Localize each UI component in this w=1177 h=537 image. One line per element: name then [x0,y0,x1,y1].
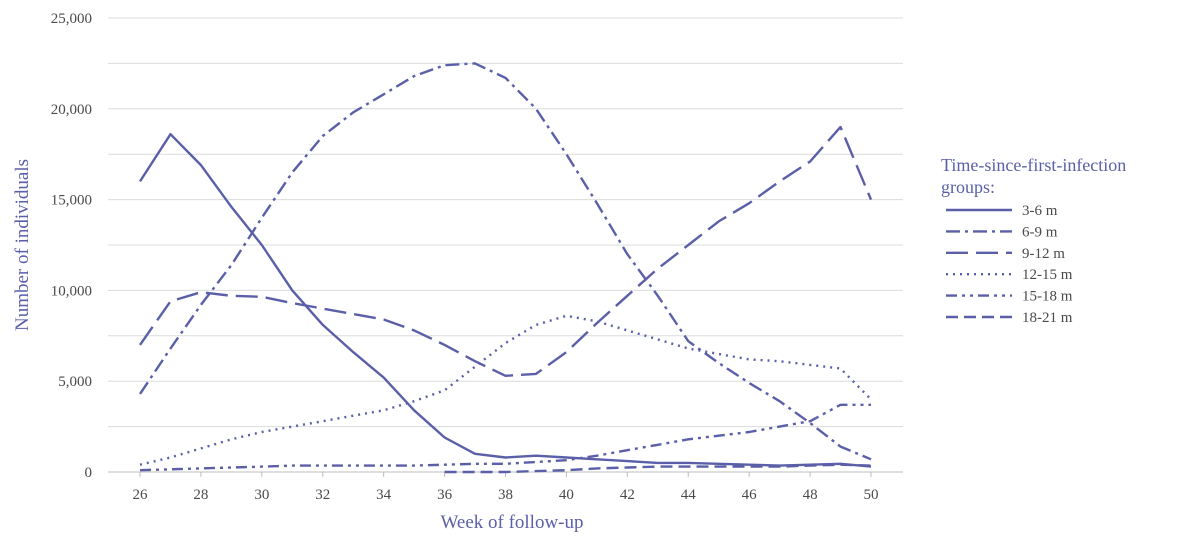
x-tick-label: 32 [315,487,330,503]
legend-title-line-1: Time-since-first-infection [941,155,1126,175]
x-tick-label: 42 [620,487,635,503]
x-tick-label: 40 [559,487,574,503]
y-tick-label: 0 [85,465,93,481]
x-tick-label: 44 [681,487,697,503]
y-tick-label: 25,000 [51,11,92,27]
legend-label: 3-6 m [1022,203,1058,219]
y-tick-label: 15,000 [51,193,92,209]
legend-title-line-2: groups: [941,177,995,197]
series-lines [138,62,873,474]
x-tick-label: 34 [376,487,392,503]
x-tick-label: 46 [742,487,758,503]
legend-label: 15-18 m [1022,289,1073,305]
x-axis-ticks: 26 28 30 32 34 36 38 40 42 44 46 48 50 [133,472,879,503]
x-tick-label: 48 [803,487,818,503]
series-line-12-15m [139,314,872,466]
grid [108,17,903,473]
y-axis-ticks: 0 5,000 10,000 15,000 20,000 25,000 [51,11,92,481]
x-tick-label: 28 [193,487,208,503]
legend-label: 18-21 m [1022,310,1073,326]
series-line-15-18m [139,403,871,472]
y-tick-label: 20,000 [51,102,92,118]
x-tick-label: 38 [498,487,513,503]
legend-label: 9-12 m [1022,246,1065,262]
series-line-18-21m [444,463,872,474]
legend-label: 6-9 m [1022,224,1058,240]
y-tick-label: 5,000 [58,374,92,390]
x-tick-label: 36 [437,487,453,503]
x-tick-label: 30 [254,487,269,503]
legend: Time-since-first-infection groups: 3-6 m… [941,155,1126,326]
series-line-6-9m [139,62,872,461]
x-tick-label: 26 [133,487,149,503]
series-line-9-12m [139,125,873,377]
series-line-3-6m [138,133,872,468]
legend-items: 3-6 m 6-9 m 9-12 m 12-15 m 15-18 m 18-21 m [946,203,1073,326]
y-tick-label: 10,000 [51,283,92,299]
legend-label: 12-15 m [1022,267,1073,283]
x-tick-label: 50 [864,487,879,503]
x-axis-title: Week of follow-up [440,512,583,533]
y-axis-title: Number of individuals [12,159,33,331]
